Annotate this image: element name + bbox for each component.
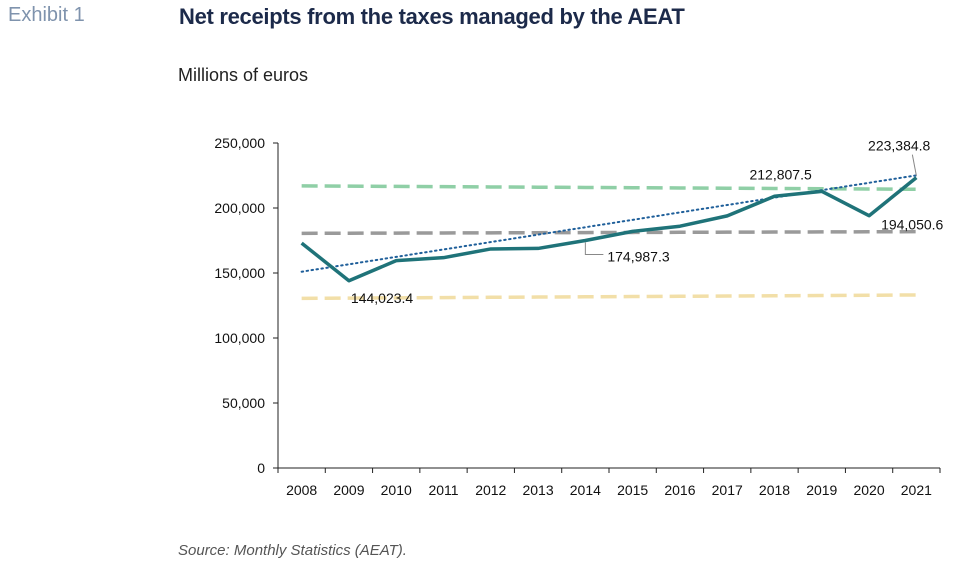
source-note: Source: Monthly Statistics (AEAT). bbox=[178, 542, 407, 559]
reference-dashed-line bbox=[301, 184, 917, 192]
x-tick-label: 2010 bbox=[381, 482, 412, 498]
x-tick-label: 2019 bbox=[806, 482, 837, 498]
x-tick-label: 2014 bbox=[570, 482, 601, 498]
trend-line bbox=[300, 174, 918, 273]
data-label-leader bbox=[584, 242, 604, 256]
x-tick-label: 2016 bbox=[664, 482, 695, 498]
y-tick-label: 150,000 bbox=[214, 265, 265, 281]
main-series-line bbox=[300, 176, 918, 283]
chart-subtitle: Millions of euros bbox=[178, 65, 309, 85]
data-label-leader bbox=[911, 154, 917, 176]
data-label: 223,384.8 bbox=[868, 138, 930, 154]
x-tick-label: 2020 bbox=[853, 482, 884, 498]
x-tick-label: 2011 bbox=[428, 482, 458, 498]
chart-title: Net receipts from the taxes managed by t… bbox=[179, 4, 685, 29]
exhibit-label: Exhibit 1 bbox=[8, 4, 85, 26]
y-tick-label: 250,000 bbox=[214, 135, 265, 151]
data-label: 144,023.4 bbox=[351, 290, 413, 306]
y-tick-label: 0 bbox=[257, 460, 265, 476]
x-tick-label: 2008 bbox=[286, 482, 317, 498]
reference-dashed-line bbox=[301, 229, 917, 236]
x-tick-label: 2015 bbox=[617, 482, 648, 498]
x-tick-label: 2018 bbox=[759, 482, 790, 498]
y-tick-label: 50,000 bbox=[222, 395, 265, 411]
x-tick-label: 2021 bbox=[901, 482, 932, 498]
data-label: 174,987.3 bbox=[607, 249, 669, 265]
data-label: 194,050.6 bbox=[881, 217, 943, 233]
x-tick-label: 2012 bbox=[475, 482, 506, 498]
reference-dashed-line bbox=[301, 293, 917, 301]
y-tick-label: 200,000 bbox=[214, 200, 265, 216]
y-tick-label: 100,000 bbox=[214, 330, 265, 346]
x-tick-label: 2009 bbox=[333, 482, 364, 498]
x-tick-label: 2017 bbox=[712, 482, 743, 498]
x-tick-label: 2013 bbox=[522, 482, 553, 498]
data-label: 212,807.5 bbox=[749, 166, 811, 182]
